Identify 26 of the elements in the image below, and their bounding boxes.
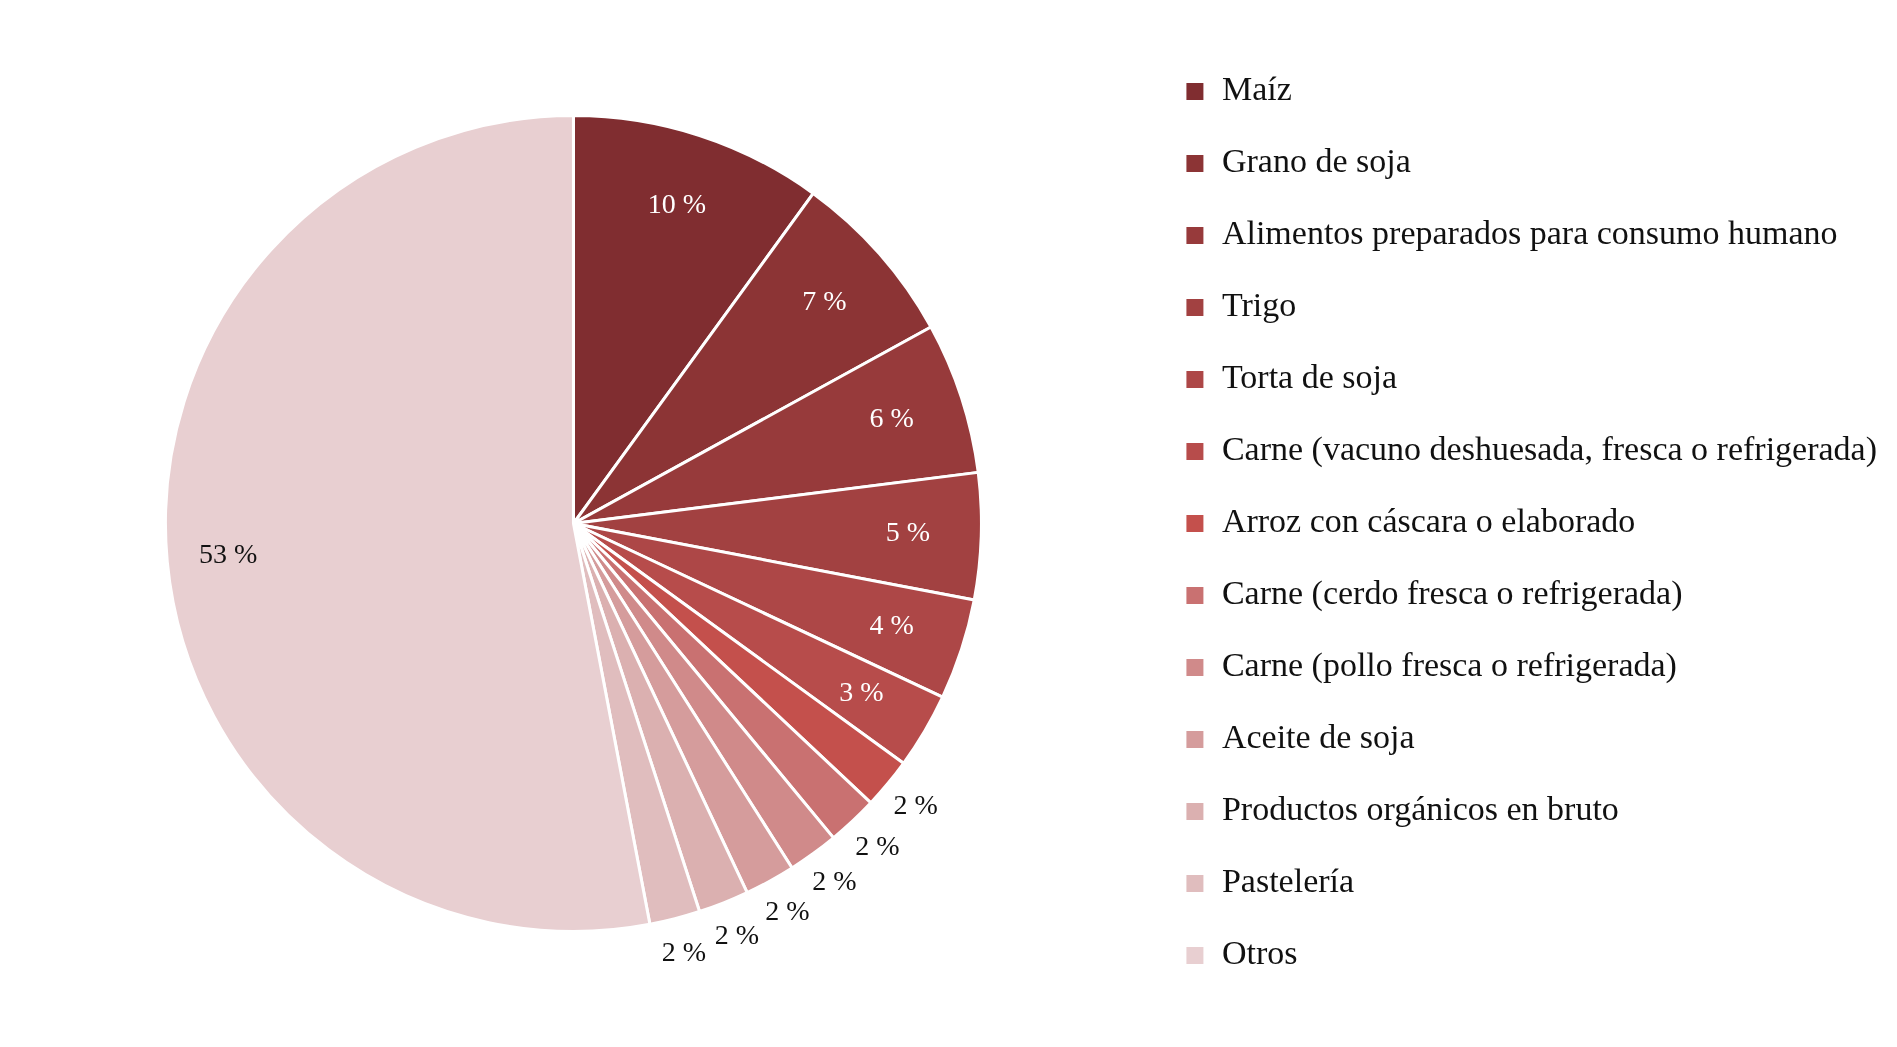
data-label: 2 % — [855, 829, 900, 861]
data-label: 4 % — [869, 609, 914, 641]
legend-label: Productos orgánicos en bruto — [1221, 790, 1619, 828]
legend-label: Arroz con cáscara o elaborado — [1221, 502, 1636, 540]
data-label: 3 % — [839, 676, 884, 708]
legend-label: Pastelería — [1221, 862, 1355, 900]
legend-label: Trigo — [1221, 286, 1297, 324]
legend-label: Maíz — [1221, 70, 1292, 108]
data-label: 7 % — [802, 284, 847, 316]
data-label: 2 % — [661, 935, 707, 967]
data-label: 10 % — [647, 187, 707, 219]
data-label: 53 % — [199, 538, 258, 570]
data-label: 6 % — [869, 402, 914, 434]
legend-label: Carne (pollo fresca o refrigerada) — [1221, 646, 1677, 685]
legend-label: Aceite de soja — [1221, 718, 1415, 756]
legend-label: Alimentos preparados para consumo humano — [1221, 214, 1838, 252]
data-label: 5 % — [885, 516, 931, 548]
legend-label: Grano de soja — [1221, 142, 1411, 180]
legend-label: Otros — [1221, 934, 1298, 972]
data-label: 2 % — [812, 865, 857, 897]
legend-label: Carne (cerdo fresca o refrigerada) — [1221, 574, 1683, 613]
data-label: 2 % — [765, 894, 810, 926]
legend-label: Torta de soja — [1221, 358, 1398, 396]
data-label: 2 % — [714, 918, 760, 950]
legend-label: Carne (vacuno deshuesada, fresca o refrigerada) — [1221, 430, 1878, 469]
data-label: 2 % — [893, 788, 938, 820]
